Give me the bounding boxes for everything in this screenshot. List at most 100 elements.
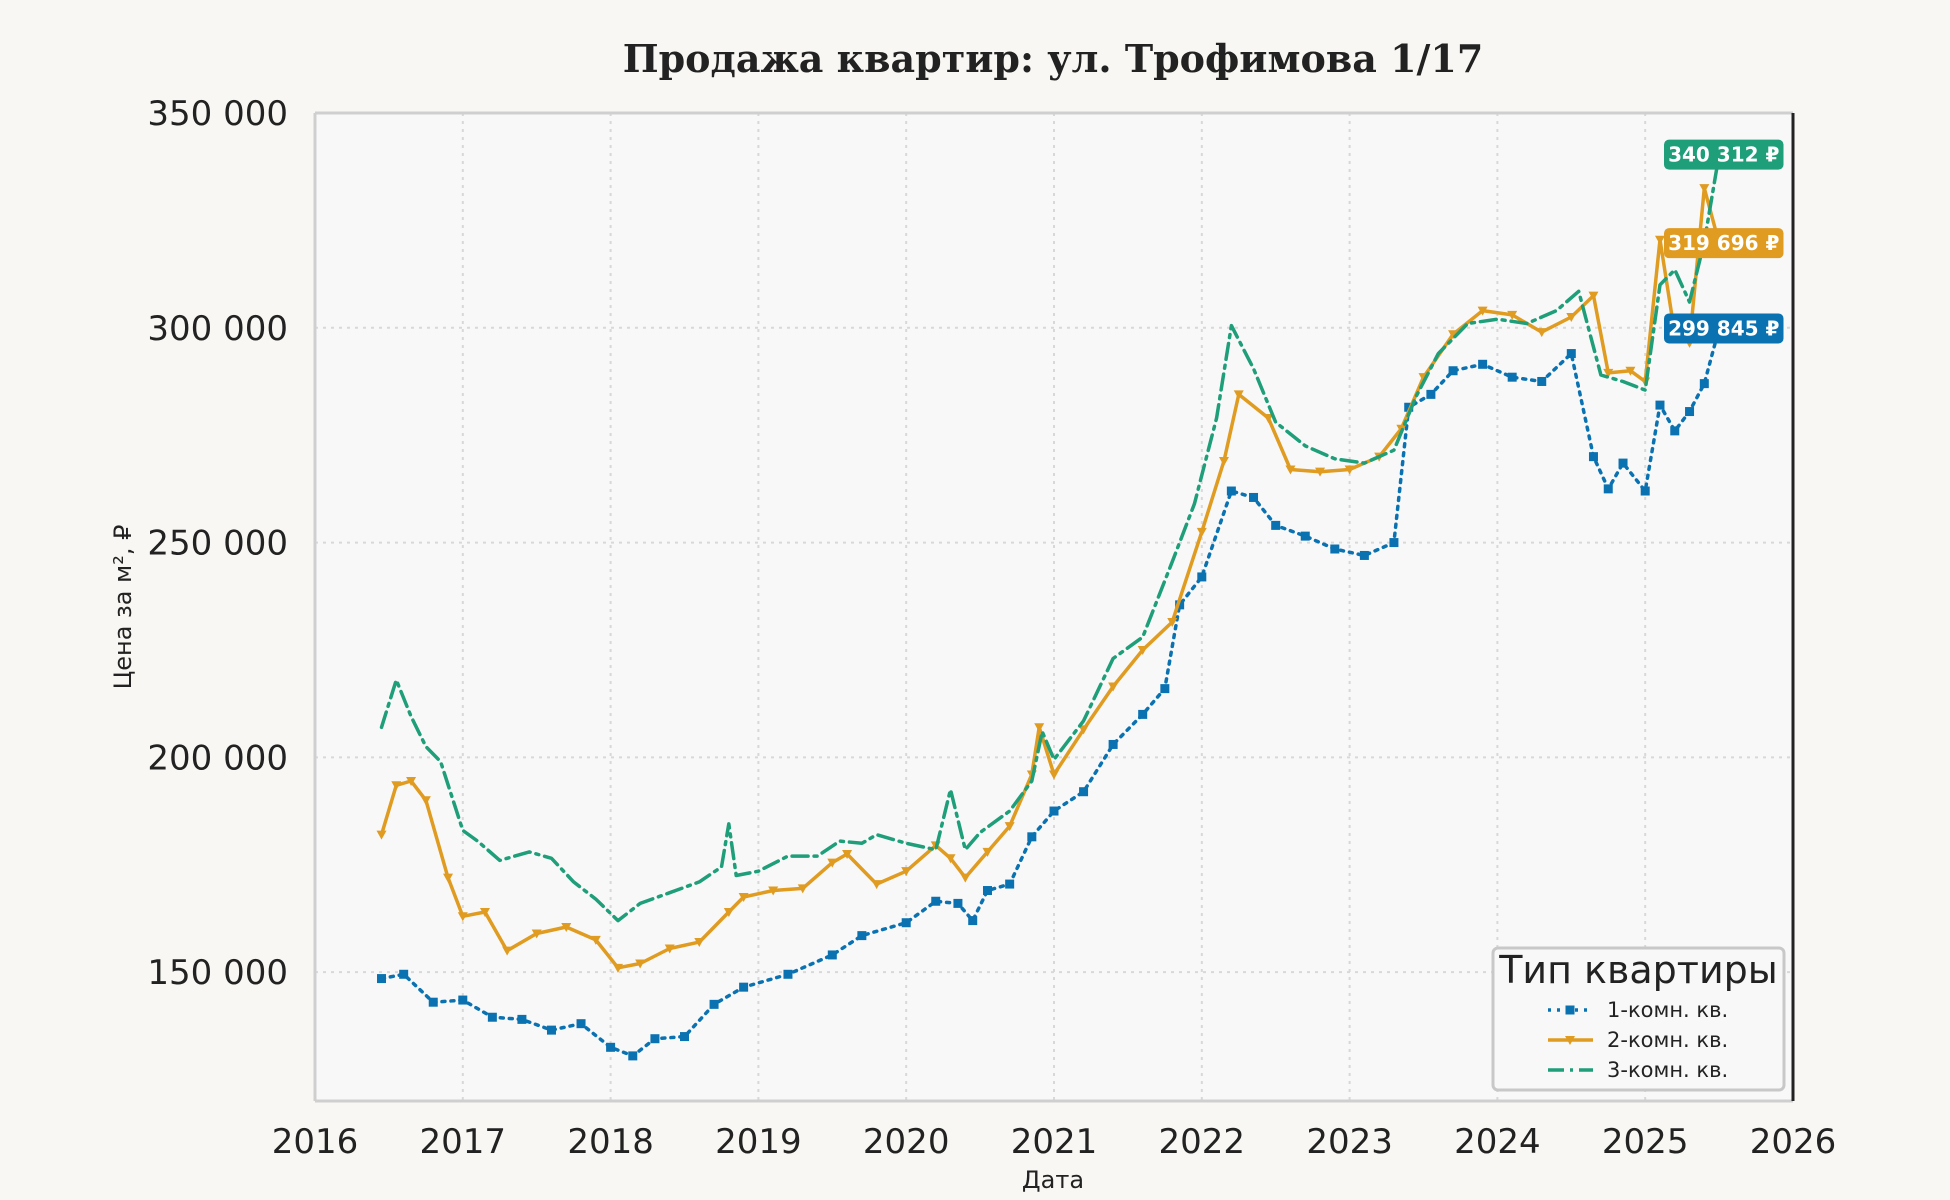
data-point <box>376 830 387 840</box>
data-point <box>406 776 417 786</box>
legend-label: 1-комн. кв. <box>1607 998 1728 1022</box>
data-point <box>1655 400 1665 410</box>
data-point <box>827 950 837 960</box>
data-point <box>1027 832 1037 842</box>
legend-item-1: 1-комн. кв. <box>1548 998 1728 1022</box>
data-point <box>1078 725 1089 735</box>
series-line-1 <box>379 326 1721 1058</box>
legend-marker <box>1565 1036 1575 1045</box>
legend-title: Тип квартиры <box>1498 948 1778 992</box>
data-point <box>1685 407 1695 417</box>
data-point <box>1034 723 1045 733</box>
y-tick-label-350-000: 350 000 <box>147 94 288 134</box>
data-point <box>1315 467 1326 477</box>
data-point <box>1699 379 1709 389</box>
data-point <box>1330 544 1340 554</box>
data-point <box>982 847 993 857</box>
data-point <box>1507 310 1518 320</box>
data-point <box>968 916 978 926</box>
data-point <box>502 946 513 956</box>
data-point <box>1670 426 1680 436</box>
data-point <box>391 781 402 791</box>
badge-background <box>1664 228 1784 259</box>
data-point <box>1426 389 1436 399</box>
data-point <box>517 1014 527 1024</box>
data-point <box>1197 572 1207 582</box>
legend-box <box>1491 946 1786 1092</box>
series-line-3 <box>379 152 1721 923</box>
chart-title: Продажа квартир: ул. Трофимова 1/17 <box>623 36 1484 81</box>
data-point <box>1049 770 1059 780</box>
data-point <box>768 886 779 896</box>
data-point <box>612 963 623 973</box>
data-point <box>1160 684 1170 694</box>
data-point <box>1079 787 1089 797</box>
data-point <box>1588 291 1599 301</box>
legend-item-3: 3-комн. кв. <box>1548 1058 1728 1082</box>
y-tick-label-250-000: 250 000 <box>147 524 288 564</box>
data-point <box>871 880 882 890</box>
data-point <box>1699 184 1710 194</box>
data-point <box>1640 486 1650 496</box>
legend-item-2: 2-комн. кв. <box>1548 1028 1728 1052</box>
data-point <box>1625 366 1636 376</box>
data-point <box>487 1012 497 1022</box>
last-value-badge-2: 319 696 ₽ <box>1664 228 1784 259</box>
data-point <box>1271 520 1281 530</box>
data-point <box>1654 235 1665 245</box>
data-point <box>1005 879 1015 889</box>
data-point <box>723 907 734 917</box>
data-point <box>1300 531 1310 541</box>
data-point <box>1537 376 1547 386</box>
data-point <box>1108 739 1118 749</box>
data-point <box>1478 359 1488 369</box>
x-tick-label-2021: 2021 <box>1011 1122 1098 1162</box>
data-point <box>1137 645 1148 655</box>
data-point <box>953 898 963 908</box>
badge-label: 340 312 ₽ <box>1668 143 1779 167</box>
data-point <box>960 873 971 883</box>
data-point <box>458 995 468 1005</box>
series-2 <box>376 184 1725 973</box>
data-point <box>1218 456 1229 466</box>
data-point <box>1263 413 1274 423</box>
badge-background <box>1664 313 1784 344</box>
x-tick-label-2025: 2025 <box>1602 1122 1689 1162</box>
legend-label: 3-комн. кв. <box>1607 1058 1728 1082</box>
x-tick-label-2023: 2023 <box>1306 1122 1393 1162</box>
data-point <box>982 886 992 896</box>
x-tick-label-2020: 2020 <box>863 1122 950 1162</box>
data-point <box>628 1051 638 1061</box>
data-point <box>650 1034 660 1044</box>
data-point <box>561 923 572 933</box>
data-point <box>1138 709 1148 719</box>
last-value-badge-3: 340 312 ₽ <box>1664 139 1784 170</box>
data-point <box>1507 372 1517 382</box>
data-point <box>1448 366 1458 376</box>
data-point <box>1285 465 1296 475</box>
data-point <box>842 850 853 859</box>
data-point <box>945 854 956 864</box>
x-tick-label-2019: 2019 <box>715 1122 802 1162</box>
data-point <box>1448 330 1459 340</box>
legend-label: 2-комн. кв. <box>1607 1028 1728 1052</box>
data-point <box>457 912 468 922</box>
data-point <box>479 907 490 917</box>
y-tick-label-300-000: 300 000 <box>147 309 288 349</box>
data-point <box>1167 618 1178 628</box>
legend-marker <box>1565 1005 1575 1015</box>
plot-area <box>315 113 1793 1101</box>
data-point <box>1359 550 1369 560</box>
data-point <box>857 931 867 941</box>
data-point <box>576 1019 586 1029</box>
badge-label: 299 845 ₽ <box>1668 316 1779 340</box>
data-point <box>901 867 912 877</box>
last-value-badge-1: 299 845 ₽ <box>1664 313 1784 344</box>
data-point <box>1566 349 1576 359</box>
data-point <box>739 982 749 992</box>
y-axis-label: Цена за м², ₽ <box>109 525 137 690</box>
data-point <box>664 944 675 954</box>
x-tick-label-2026: 2026 <box>1750 1122 1837 1162</box>
data-point <box>738 892 749 902</box>
